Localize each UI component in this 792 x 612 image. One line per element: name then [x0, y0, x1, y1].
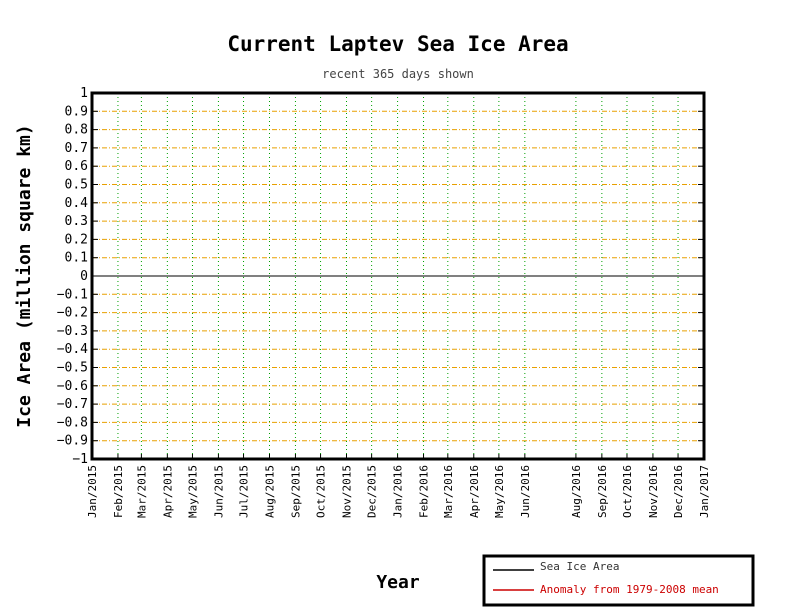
- x-tick-label: Apr/2016: [468, 465, 481, 518]
- y-tick-label: 1: [80, 86, 88, 101]
- y-tick-label: −0.8: [57, 415, 88, 430]
- y-tick-label: −0.4: [57, 342, 88, 357]
- y-tick-labels: 1 0.9 0.8 0.7 0.6 0.5 0.4 0.3 0.2 0.1 0 −0.1 −0.2 −0.…: [57, 86, 88, 467]
- x-tick-label: Nov/2016: [647, 465, 660, 518]
- x-tick-label: Aug/2015: [263, 465, 276, 518]
- y-tick-label: −0.2: [57, 306, 88, 321]
- y-tick-label: −0.7: [57, 397, 88, 412]
- y-tick-label: 0.4: [65, 196, 89, 211]
- legend-label-anomaly: Anomaly from 1979-2008 mean: [540, 583, 719, 596]
- y-tick-label: 0: [80, 269, 88, 284]
- y-tick-label: −0.3: [57, 324, 88, 339]
- y-tick-label: −0.5: [57, 361, 88, 376]
- x-tick-label: Jan/2017: [698, 465, 711, 518]
- y-tick-label: 0.9: [65, 104, 88, 119]
- x-axis-label: Year: [376, 572, 420, 593]
- x-tick-label: Apr/2015: [161, 465, 174, 518]
- legend-label-sea-ice-area: Sea Ice Area: [540, 560, 619, 573]
- x-tick-label: Nov/2015: [341, 465, 354, 518]
- x-tick-label: Jul/2015: [238, 465, 251, 518]
- y-tick-label: −0.1: [57, 287, 88, 302]
- x-tick-label: Jan/2016: [392, 465, 405, 518]
- x-tick-label: Oct/2015: [315, 465, 328, 518]
- x-tick-label: Sep/2015: [289, 465, 302, 518]
- y-tick-label: −0.6: [57, 379, 88, 394]
- x-tick-label: Sep/2016: [596, 465, 609, 518]
- y-tick-label: 0.6: [65, 159, 88, 174]
- x-tick-label: Jun/2016: [519, 465, 532, 518]
- x-tick-labels: Jan/2015 Feb/2015 Mar/2015 Apr/2015 May/2015…: [86, 465, 711, 518]
- x-tick-label: Oct/2016: [621, 465, 634, 518]
- x-tick-label: Feb/2015: [112, 465, 125, 518]
- y-tick-label: 0.7: [65, 141, 88, 156]
- legend: Sea Ice Area Anomaly from 1979-2008 mean: [482, 554, 755, 607]
- y-tick-label: −0.9: [57, 434, 88, 449]
- x-tick-label: Jan/2015: [86, 465, 99, 518]
- x-tick-label: Jun/2015: [212, 465, 225, 518]
- x-tick-label: May/2016: [493, 465, 506, 518]
- y-axis-label: Ice Area (million square km): [14, 124, 35, 427]
- y-tick-label: 0.5: [65, 178, 88, 193]
- x-tick-label: Aug/2016: [570, 465, 583, 518]
- y-tick-label: 0.3: [65, 214, 88, 229]
- plot-frame: [90, 91, 706, 461]
- x-tick-label: Dec/2016: [672, 465, 685, 518]
- y-tick-label: −1: [72, 452, 88, 467]
- x-tick-label: May/2015: [186, 465, 199, 518]
- y-tick-label: 0.8: [65, 123, 88, 138]
- chart-title: Current Laptev Sea Ice Area: [227, 32, 568, 56]
- x-tick-label: Feb/2016: [418, 465, 431, 518]
- x-tick-label: Mar/2016: [442, 465, 455, 518]
- y-tick-label: 0.2: [65, 232, 88, 247]
- y-tick-label: 0.1: [65, 251, 88, 266]
- chart-subtitle: recent 365 days shown: [322, 67, 474, 81]
- x-tick-label: Dec/2015: [366, 465, 379, 518]
- legend-box: [482, 554, 755, 607]
- x-tick-label: Mar/2015: [135, 465, 148, 518]
